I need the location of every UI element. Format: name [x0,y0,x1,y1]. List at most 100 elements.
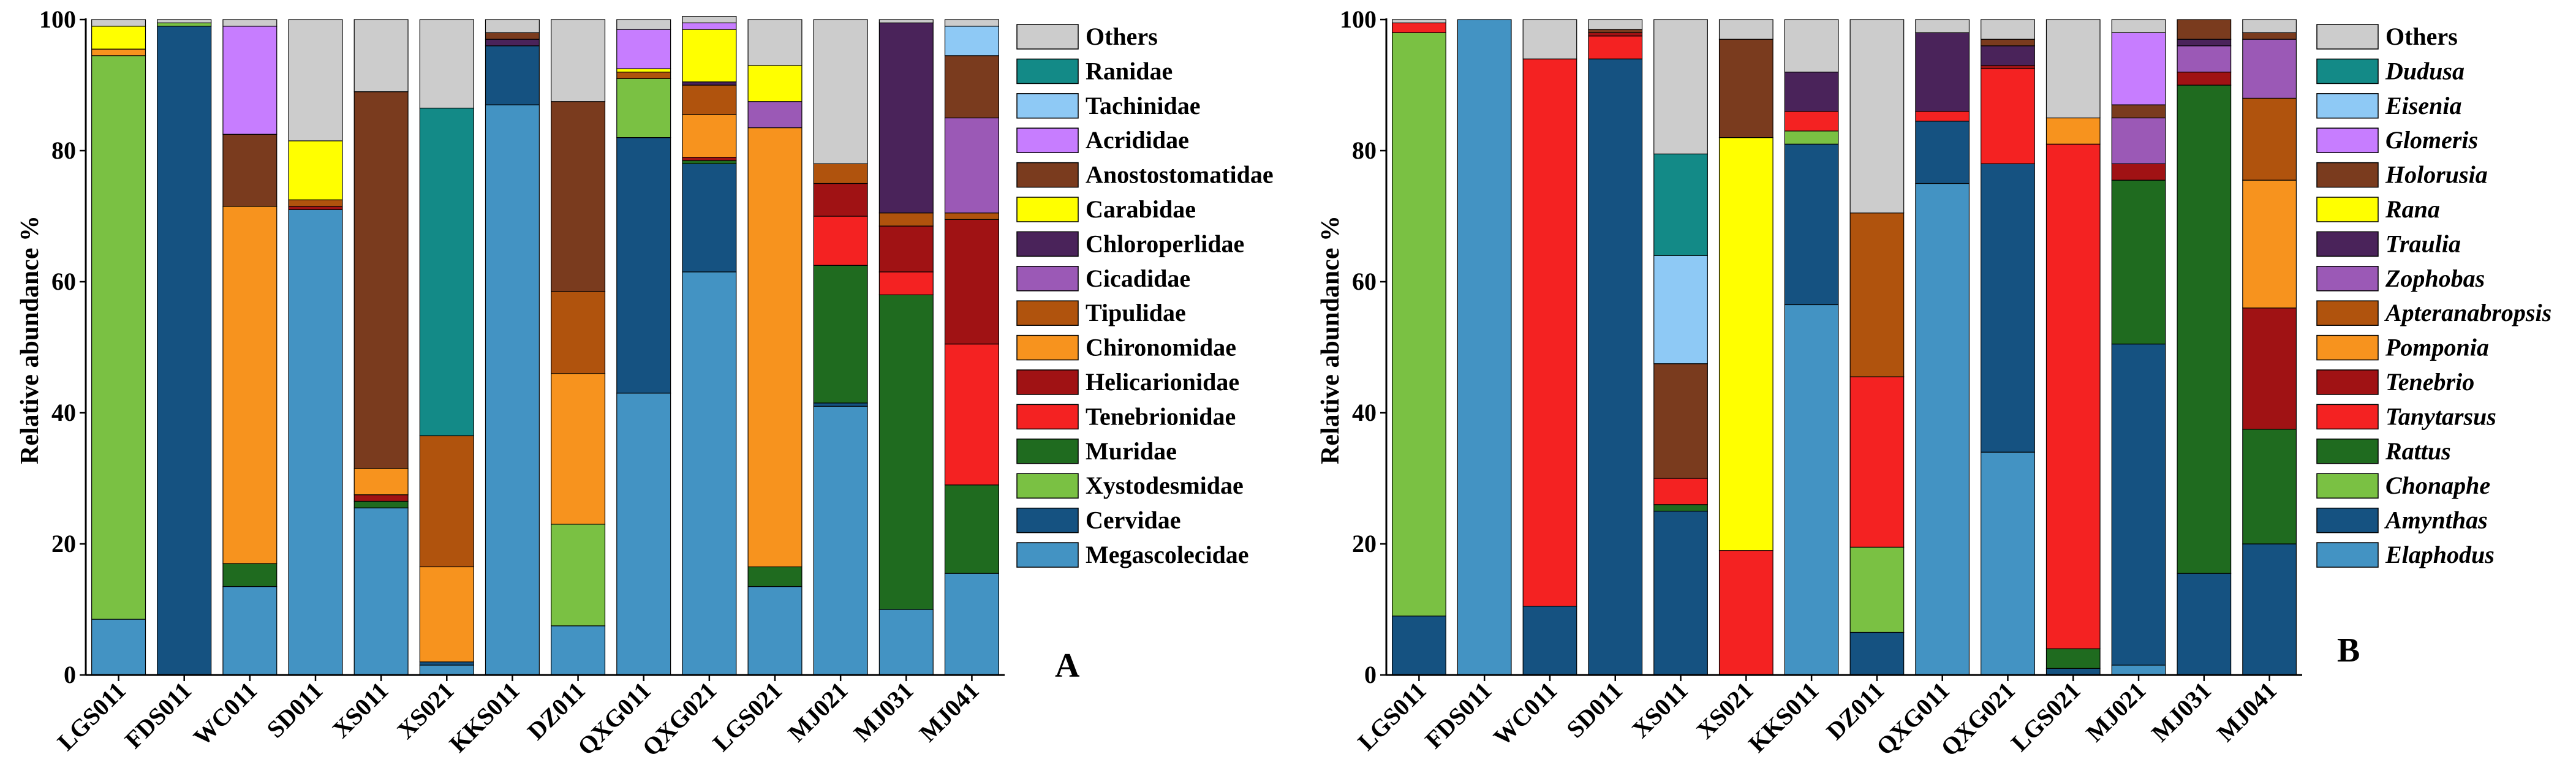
panel-a-legend-swatch [1016,473,1079,499]
panel-a-legend-label: Chironomidae [1086,334,1236,361]
panel-a-legend-item-others: Others [1016,23,1158,50]
panel-b-legend-swatch [2316,197,2379,222]
panel-b-segment-xs011-holorusia [1653,363,1708,479]
panel-a-y-axis-title: Relative abundance % [16,216,44,464]
panel-b-segment-mj031-holorusia [2177,19,2232,40]
panel-a-segment-xs011-others [353,19,409,92]
panel-a-segment-qxg011-tipulidae [616,71,671,79]
panel-a-segment-lgs011-carabidae [91,26,146,50]
panel-a-segment-lgs011-others [91,19,146,27]
panel-b-bar-xs011 [1653,19,1708,676]
panel-a-x-tick-label: LGS021 [708,677,788,757]
panel-a-legend-label: Xystodesmidae [1086,472,1244,499]
panel-b-segment-lgs021-tanytarsus [2045,143,2101,649]
panel-b-legend-label: Holorusia [2385,161,2488,189]
panel-b-legend-item-rana: Rana [2316,195,2440,223]
panel-a-segment-xs011-megascolecidae [353,507,409,676]
panel-a-bar-mj021 [813,19,868,676]
panel-b-legend-item-glomeris: Glomeris [2316,126,2478,154]
panel-b-legend-swatch [2316,231,2379,257]
panel-a-legend-item-acrididae: Acrididae [1016,126,1189,154]
panel-a-segment-mj041-tachinidae [944,26,999,56]
panel-a-segment-mj041-tipulidae [944,213,999,220]
panel-b-bar-lgs021 [2045,19,2101,676]
panel-a-legend-swatch [1016,266,1079,292]
panel-a-legend-label: Acrididae [1086,126,1189,154]
panel-b-legend-label: Rana [2385,195,2440,223]
panel-a-legend-item-cicadidae: Cicadidae [1016,265,1190,292]
panel-a-segment-qxg011-acrididae [616,29,671,69]
panel-b-segment-sd011-tanytarsus [1588,36,1643,59]
panel-b-segment-qxg011-amynthas [1915,121,1970,184]
panel-a-segment-wc011-muridae [222,563,278,587]
panel-a-segment-wc011-chironomidae [222,206,278,564]
panel-a-segment-dz011-chironomidae [551,373,606,525]
panel-b-segment-mj021-glomeris [2111,32,2166,105]
panel-b-segment-mj031-tenebrio [2177,71,2232,86]
panel-a-segment-qxg021-helicarionidae [682,157,737,161]
panel-a-legend-item-tipulidae: Tipulidae [1016,299,1186,326]
panel-b-bar-lgs011 [1392,19,1446,676]
panel-b-legend-item-amynthas: Amynthas [2316,507,2488,534]
panel-b-segment-xs021-rana [1718,137,1773,551]
panel-a-segment-sd011-megascolecidae [288,209,343,676]
panel-a-segment-mj041-cicadidae [944,117,999,214]
panel-b-segment-xs011-others [1653,19,1708,154]
panel-a-legend-label: Ranidae [1086,57,1173,85]
panel-b-segment-wc011-others [1522,19,1577,59]
panel-a-segment-kks011-others [485,19,540,33]
panel-a-legend-swatch [1016,507,1079,533]
panel-a-segment-dz011-anostostomatidae [551,101,606,292]
panel-a-y-tick-label: 100 [39,6,76,33]
panel-b-segment-lgs021-pomponia [2045,117,2101,145]
panel-b-segment-qxg011-elaphodus [1915,183,1970,676]
panel-a-segment-mj041-others [944,19,999,27]
panel-a-bar-lgs021 [747,19,803,676]
panel-b-segment-xs021-tanytarsus [1718,550,1773,676]
panel-b-legend-swatch [2316,369,2379,395]
panel-b-x-tick-label: MJ021 [2080,677,2151,747]
panel-b-segment-mj041-pomponia [2242,179,2297,309]
panel-b-segment-qxg021-holorusia [1981,39,2035,47]
panel-a-legend-swatch [1016,404,1079,430]
panel-b-segment-xs011-dudusa [1653,153,1708,256]
panel-a-bar-wc011 [222,19,278,676]
panel-a-segment-mj021-megascolecidae [813,405,868,676]
panel-a-x-tick-label: MJ021 [782,677,853,747]
panel-b-bar-dz011 [1849,19,1905,676]
panel-a-segment-xs021-chironomidae [419,566,474,663]
panel-b-legend-label: Elaphodus [2385,541,2495,568]
panel-b-segment-dz011-tanytarsus [1849,376,1905,548]
panel-a-x-tick-label: XS011 [327,677,394,744]
panel-a-segment-mj021-muridae [813,265,868,404]
panel-a-legend-swatch [1016,197,1079,222]
panel-b-segment-mj031-amynthas [2177,573,2232,676]
panel-a-legend-label: Tenebrionidae [1086,402,1236,430]
panel-a-segment-lgs021-chironomidae [747,127,803,568]
panel-b-legend-item-holorusia: Holorusia [2316,161,2488,189]
panel-a-bar-fds011 [157,19,212,676]
panel-b-y-tick-label: 40 [1352,399,1377,426]
panel-b-segment-mj021-tenebrio [2111,163,2166,181]
panel-a-bar-kks011 [485,19,540,676]
panel-a-segment-mj021-tenebrionidae [813,216,868,266]
panel-a-legend-swatch [1016,369,1079,395]
panel-b-segment-sd011-tenebrio [1588,32,1643,37]
panel-a-legend-swatch [1016,231,1079,257]
panel-b-segment-dz011-others [1849,19,1905,214]
panel-a-plot-area: LGS011FDS011WC011SD011XS011XS021KKS011DZ… [39,6,1005,761]
panel-b-legend-swatch [2316,162,2379,188]
panel-a-segment-mj031-muridae [878,294,934,610]
panel-a-legend-item-helicarionidae: Helicarionidae [1016,368,1239,396]
panel-b-legend-swatch [2316,473,2379,499]
panel-b-legend-swatch [2316,334,2379,361]
panel-a-segment-xs021-tipulidae [419,435,474,568]
panel-a-bar-dz011 [551,19,606,676]
panel-a-segment-fds011-xystodesmidae [157,22,212,27]
panel-b-x-tick-label: SD011 [1561,677,1628,744]
panel-a-segment-mj041-muridae [944,484,999,574]
panel-b-x-tick-label: MJ041 [2212,677,2282,747]
panel-a-y-tick-label: 80 [51,137,76,164]
panel-a-segment-xs011-muridae [353,500,409,508]
panel-a-legend-item-xystodesmidae: Xystodesmidae [1016,472,1244,499]
